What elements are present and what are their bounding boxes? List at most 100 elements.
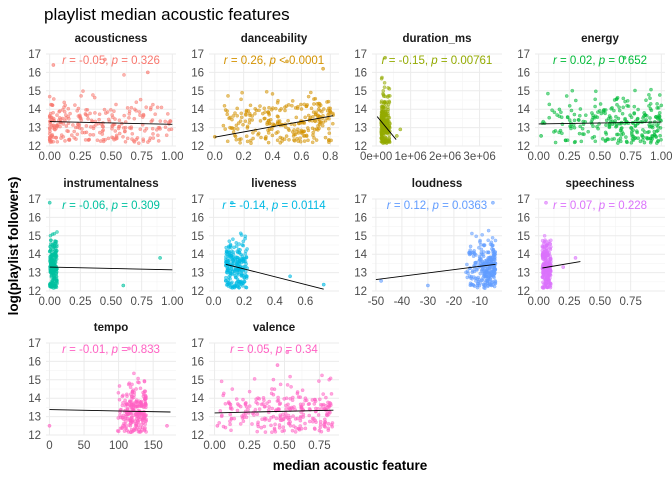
- data-point: [633, 88, 637, 93]
- data-point: [228, 419, 232, 424]
- data-point: [239, 111, 244, 116]
- x-tick-label: 0.6: [297, 296, 313, 308]
- data-point: [130, 418, 135, 423]
- data-point: [303, 115, 308, 120]
- data-point: [595, 115, 600, 120]
- data-point: [474, 234, 479, 239]
- data-point: [488, 255, 493, 260]
- y-tick-label: 17: [28, 194, 41, 206]
- data-point: [254, 400, 258, 405]
- data-point: [236, 260, 240, 264]
- data-point: [617, 108, 622, 113]
- data-point: [252, 377, 257, 381]
- data-point: [246, 109, 251, 113]
- y-tick-label: 17: [191, 49, 204, 61]
- data-point: [125, 411, 130, 415]
- data-point: [158, 256, 162, 260]
- data-point: [273, 106, 278, 111]
- data-point: [240, 90, 244, 95]
- data-point: [241, 239, 246, 244]
- data-point: [71, 123, 75, 127]
- data-point: [275, 121, 280, 125]
- data-point: [643, 130, 647, 134]
- data-point: [244, 404, 249, 409]
- facet-strip-label: liveness: [251, 178, 296, 190]
- x-tick-label: 0.2: [236, 296, 252, 308]
- data-point: [465, 262, 469, 267]
- data-point: [243, 401, 248, 406]
- data-point: [642, 111, 647, 115]
- facet-energy: 12 13 14 15 16 17 0.00 0.25 0.50 0.75 1.00 energy r …: [517, 33, 672, 163]
- data-point: [615, 102, 619, 107]
- data-point: [270, 133, 275, 138]
- data-point: [132, 116, 137, 121]
- data-point: [270, 406, 275, 411]
- data-point: [52, 283, 56, 288]
- data-point: [559, 110, 563, 114]
- y-tick-label: 13: [191, 412, 204, 424]
- data-point: [379, 279, 383, 283]
- data-point: [470, 276, 474, 281]
- data-point: [471, 254, 476, 259]
- x-tick-label: 1.00: [161, 151, 183, 163]
- data-point: [314, 127, 319, 131]
- data-point: [97, 117, 101, 122]
- data-point: [614, 114, 618, 119]
- data-point: [491, 200, 495, 205]
- data-point: [468, 244, 473, 249]
- data-point: [127, 126, 132, 130]
- data-point: [648, 96, 652, 100]
- data-point: [158, 127, 162, 131]
- data-point: [321, 402, 326, 407]
- data-point: [310, 126, 315, 131]
- data-point: [610, 137, 614, 142]
- data-point: [304, 398, 309, 403]
- data-point: [86, 117, 90, 121]
- data-point: [54, 254, 59, 259]
- data-point: [58, 109, 62, 113]
- data-point: [262, 398, 266, 403]
- data-point: [135, 136, 140, 140]
- data-point: [139, 429, 143, 434]
- data-point: [101, 128, 105, 132]
- data-point: [257, 108, 261, 113]
- data-point: [547, 102, 552, 107]
- data-point: [225, 109, 229, 113]
- data-point: [113, 137, 118, 141]
- data-point: [235, 114, 239, 118]
- data-point: [550, 108, 554, 112]
- y-tick-label: 14: [28, 393, 41, 405]
- data-point: [306, 402, 311, 407]
- data-point: [626, 104, 631, 108]
- data-point: [324, 395, 328, 400]
- data-point: [560, 122, 565, 126]
- data-point: [144, 413, 148, 418]
- data-point: [290, 103, 294, 108]
- data-point: [467, 274, 472, 279]
- x-tick-label: 1e+06: [394, 151, 426, 163]
- fit-line: [49, 121, 173, 125]
- data-point: [124, 419, 128, 424]
- data-point: [293, 426, 298, 430]
- data-point: [478, 257, 482, 262]
- data-point: [132, 393, 136, 397]
- data-point: [136, 420, 141, 425]
- data-point: [258, 119, 263, 123]
- data-point: [225, 282, 230, 287]
- data-point: [137, 110, 142, 114]
- data-point: [259, 135, 263, 140]
- y-tick-label: 13: [191, 268, 204, 280]
- data-point: [231, 285, 236, 289]
- x-tick-label: 0.0: [206, 296, 222, 308]
- data-point: [163, 119, 167, 124]
- data-point: [275, 138, 280, 142]
- data-point: [304, 133, 309, 138]
- data-point: [382, 114, 386, 119]
- data-point: [267, 418, 272, 423]
- x-tick-label: -20: [446, 296, 463, 308]
- data-point: [316, 413, 321, 417]
- data-point: [491, 247, 496, 252]
- data-point: [113, 129, 118, 133]
- fit-line: [49, 266, 173, 271]
